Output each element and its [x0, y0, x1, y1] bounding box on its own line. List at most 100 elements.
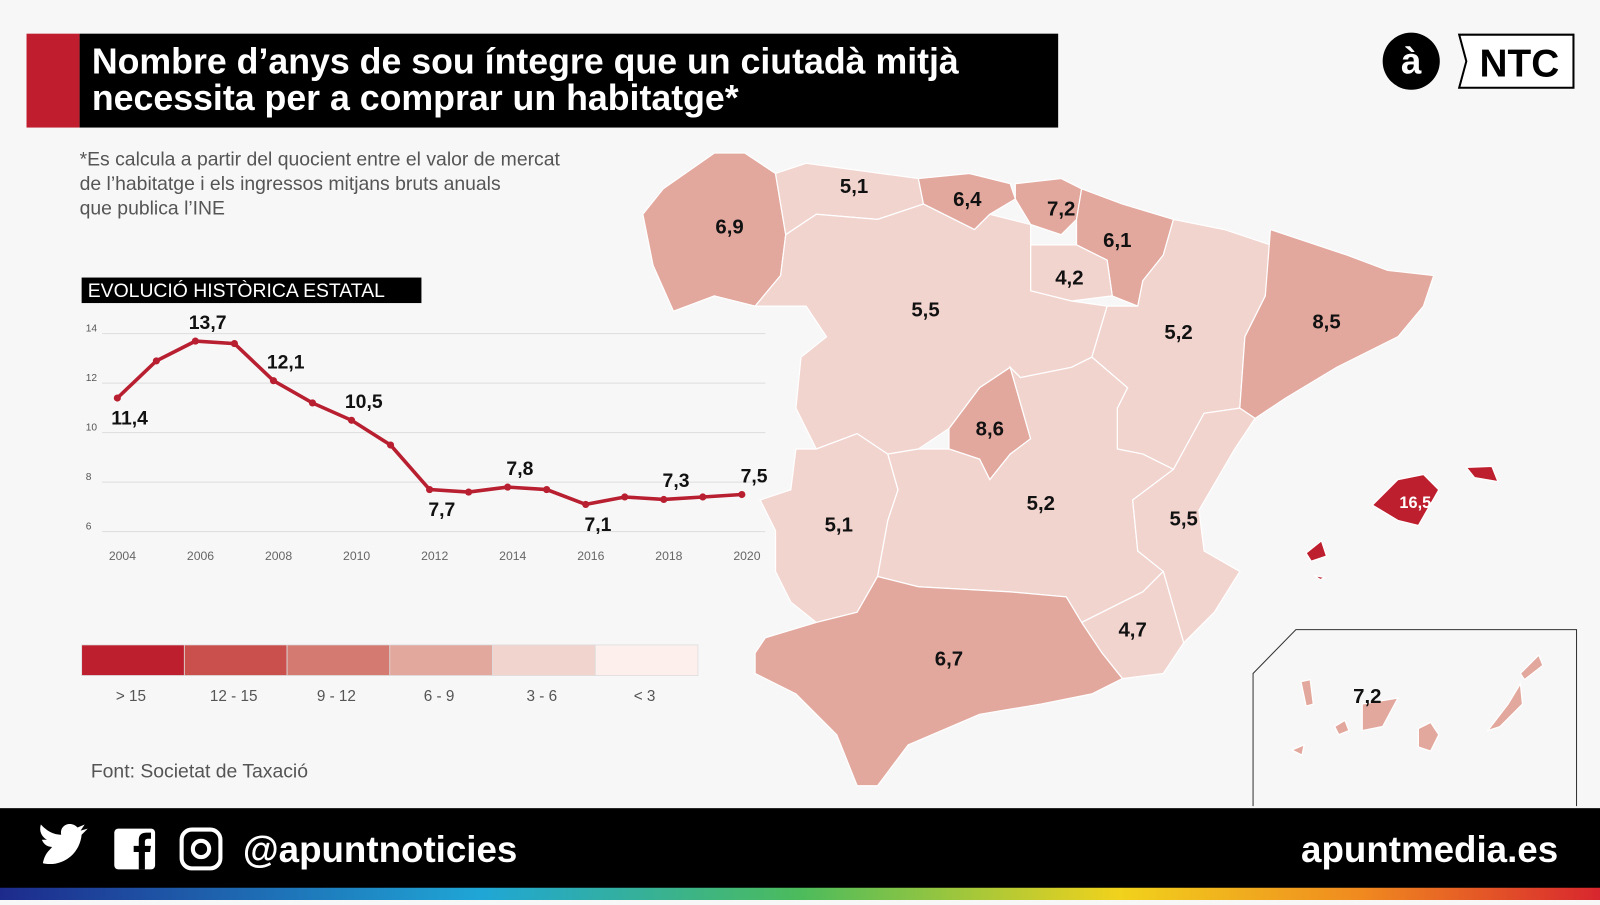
data-label: 7,8 — [506, 458, 533, 480]
point — [660, 495, 668, 504]
data-label: 7,1 — [584, 514, 611, 536]
region — [1239, 228, 1435, 420]
title: necessita per a comprar un habitatge* — [92, 78, 739, 118]
social-handle[interactable]: @apuntnoticies — [243, 829, 518, 870]
region — [642, 152, 787, 313]
y-tick-label: 10 — [86, 423, 98, 434]
legend-label: 6 - 9 — [424, 688, 455, 705]
point — [152, 357, 160, 365]
point — [230, 340, 239, 348]
point — [699, 493, 707, 501]
data-label: 7,5 — [741, 465, 768, 487]
point — [269, 377, 278, 385]
title-accent — [26, 33, 80, 128]
region-label: 7,2 — [1353, 686, 1381, 708]
legend-swatch — [492, 644, 596, 676]
twitter-icon[interactable] — [40, 823, 88, 865]
point — [426, 485, 434, 494]
legend-swatch — [594, 644, 699, 676]
region-label: 5,5 — [911, 299, 939, 321]
point — [386, 441, 395, 449]
y-tick-label: 12 — [86, 373, 98, 384]
legend-swatch — [286, 644, 391, 676]
point — [504, 483, 512, 491]
region-label: 6,1 — [1103, 230, 1131, 252]
x-tick-label: 2006 — [187, 549, 214, 563]
region-label: 4,7 — [1118, 620, 1146, 642]
region-label: 5,1 — [840, 176, 868, 198]
y-tick-label: 6 — [86, 522, 92, 533]
data-label: 13,7 — [189, 312, 227, 334]
point — [113, 394, 121, 402]
data-label: 12,1 — [267, 351, 305, 373]
logo-ntc: NTC — [1480, 43, 1560, 86]
x-tick-label: 2014 — [499, 549, 526, 563]
point — [347, 416, 356, 424]
logo-circle — [1382, 32, 1440, 90]
point — [582, 500, 590, 508]
legend-label: 3 - 6 — [527, 688, 558, 705]
line — [116, 339, 742, 507]
region-label: 8,5 — [1312, 312, 1340, 334]
point — [543, 485, 551, 494]
region-label: 6,7 — [935, 648, 963, 670]
data-label: 11,4 — [111, 408, 148, 430]
line-chart: 6 8 10 12 14 2004 2006 2008 2010 2012 2014 2016 2018… — [86, 312, 768, 563]
region-label: 8,6 — [976, 419, 1004, 441]
point — [465, 488, 473, 496]
point — [738, 490, 746, 499]
inset-frame — [1252, 629, 1578, 807]
legend-label: > 15 — [116, 688, 146, 705]
legend: > 15 12 - 15 9 - 12 6 - 9 3 - 6 < 3 — [81, 644, 699, 705]
data-label: 7,3 — [663, 470, 690, 492]
region — [1132, 407, 1256, 645]
point — [308, 399, 317, 407]
source: Font: Societat de Taxació — [91, 761, 308, 783]
point — [621, 493, 629, 501]
chart-title-box — [81, 277, 422, 304]
region-label: 5,2 — [1027, 493, 1055, 515]
note: de l’habitatge i els ingressos mitjans b… — [80, 173, 501, 195]
x-tick-label: 2008 — [265, 549, 292, 563]
legend-label: 9 - 12 — [317, 688, 356, 705]
point — [191, 337, 199, 345]
instagram-icon[interactable] — [179, 827, 223, 871]
y-tick-label: 8 — [86, 472, 92, 483]
chart-title: EVOLUCIÓ HISTÒRICA ESTATAL — [88, 279, 385, 302]
x-tick-label: 2018 — [655, 549, 682, 563]
region-label: 6,4 — [953, 189, 982, 211]
x-tick-label: 2020 — [733, 549, 760, 563]
region — [1014, 177, 1083, 236]
x-tick-label: 2016 — [577, 549, 604, 563]
logo-box — [1457, 33, 1575, 89]
region-label: 6,9 — [715, 217, 743, 239]
facebook-glyph — [133, 832, 152, 870]
instagram-glyph — [190, 838, 212, 860]
website[interactable]: apuntmedia.es — [1301, 829, 1558, 870]
data-label: 10,5 — [345, 391, 383, 413]
logo-a: à — [1401, 40, 1422, 81]
legend-swatch — [389, 644, 493, 676]
title-box — [79, 33, 1059, 128]
legend-swatch — [183, 644, 288, 676]
x-tick-label: 2012 — [421, 549, 448, 563]
y-tick-label: 14 — [86, 324, 98, 335]
title: Nombre d’anys de sou íntegre que un ciut… — [92, 41, 959, 81]
region — [754, 575, 1124, 787]
footer — [0, 808, 1600, 890]
region-label: 5,5 — [1169, 509, 1197, 531]
data-label: 7,7 — [428, 499, 455, 521]
region-label: 5,2 — [1164, 322, 1192, 344]
region-label: 4,2 — [1055, 268, 1083, 290]
note: que publica l’INE — [80, 197, 225, 219]
legend-swatch — [81, 644, 185, 676]
map: 6,9 5,1 6,4 7,2 6,1 4,2 5,5 5,2 8,5 8,6 5,2 5,1 5,5 4… — [642, 152, 1578, 807]
region — [1290, 654, 1544, 757]
legend-label: 12 - 15 — [210, 688, 258, 705]
footer-strip — [0, 887, 1600, 900]
x-tick-label: 2010 — [343, 549, 370, 563]
region-label: 5,1 — [825, 515, 853, 537]
legend-label: < 3 — [634, 688, 656, 705]
region-label: 7,2 — [1047, 198, 1075, 220]
region-label: 16,5 — [1399, 494, 1431, 512]
